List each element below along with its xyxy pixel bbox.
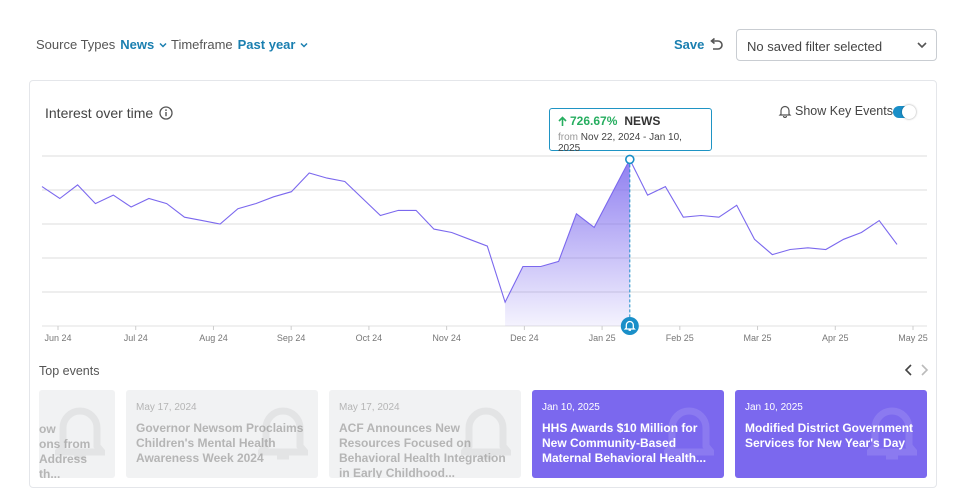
chart-tooltip: 726.67% NEWS from Nov 22, 2024 - Jan 10,… bbox=[549, 108, 712, 154]
source-types-filter[interactable]: Source Types News bbox=[36, 37, 168, 52]
bell-watermark-icon bbox=[55, 407, 105, 460]
x-tick-label: Aug 24 bbox=[199, 333, 228, 343]
arrow-up-icon bbox=[558, 115, 567, 126]
x-tick-label: Sep 24 bbox=[277, 333, 306, 343]
undo-icon[interactable] bbox=[707, 36, 725, 54]
tooltip-source: NEWS bbox=[624, 114, 661, 128]
tooltip-from-label: from bbox=[558, 132, 578, 143]
series-line bbox=[41, 158, 898, 304]
timeframe-value: Past year bbox=[237, 37, 296, 52]
saved-filter-select[interactable]: No saved filter selected bbox=[736, 29, 937, 61]
event-card[interactable]: ow ons from Address th... bbox=[39, 390, 115, 478]
panel-header: Interest over time bbox=[45, 105, 173, 121]
x-tick-label: Feb 25 bbox=[666, 333, 694, 343]
event-title: HHS Awards $10 Million for New Community… bbox=[542, 421, 707, 465]
event-title: ACF Announces New Resources Focused on B… bbox=[339, 421, 506, 478]
highlight-area bbox=[505, 159, 630, 326]
show-key-events: Show Key Events bbox=[778, 104, 893, 118]
interest-over-time-panel bbox=[29, 80, 937, 488]
event-date: Jan 10, 2025 bbox=[745, 402, 803, 413]
event-card[interactable]: May 17, 2024 ACF Announces New Resources … bbox=[329, 390, 521, 478]
source-types-value: News bbox=[120, 37, 155, 52]
event-date: May 17, 2024 bbox=[339, 402, 400, 413]
x-tick-label: May 25 bbox=[898, 333, 928, 343]
chevron-down-icon bbox=[159, 42, 167, 48]
event-title: Governor Newsom Proclaims Children's Men… bbox=[136, 421, 304, 465]
tooltip-range: Nov 22, 2024 - Jan 10, 2025 bbox=[558, 132, 682, 154]
chevron-right-icon[interactable] bbox=[918, 363, 930, 377]
x-tick-label: Apr 25 bbox=[822, 333, 849, 343]
show-key-events-label: Show Key Events bbox=[795, 104, 893, 118]
x-tick-label: Mar 25 bbox=[744, 333, 772, 343]
top-events-title: Top events bbox=[39, 364, 100, 378]
bell-watermark-icon bbox=[461, 407, 511, 460]
event-date: Jan 10, 2025 bbox=[542, 402, 600, 413]
timeframe-label: Timeframe bbox=[171, 37, 233, 52]
event-title: Modified District Government Services fo… bbox=[745, 421, 914, 450]
chevron-down-icon bbox=[917, 42, 927, 49]
panel-title: Interest over time bbox=[45, 105, 154, 121]
toggle-knob bbox=[902, 105, 916, 119]
bell-icon bbox=[778, 105, 792, 118]
key-event-bell-icon[interactable] bbox=[620, 317, 639, 335]
x-tick-label: Jan 25 bbox=[589, 333, 616, 343]
x-tick-label: Nov 24 bbox=[432, 333, 461, 343]
event-date: May 17, 2024 bbox=[136, 402, 197, 413]
bell-watermark-icon bbox=[258, 407, 308, 460]
bell-watermark-icon bbox=[664, 407, 714, 460]
chevron-left-icon[interactable] bbox=[903, 363, 915, 377]
x-tick-label: Oct 24 bbox=[356, 333, 383, 343]
event-card[interactable]: Jan 10, 2025 HHS Awards $10 Million for N… bbox=[532, 390, 724, 478]
event-card[interactable]: Jan 10, 2025 Modified District Government… bbox=[735, 390, 927, 478]
source-types-label: Source Types bbox=[36, 37, 116, 52]
tooltip-change: 726.67% bbox=[570, 114, 618, 128]
event-title: ow ons from Address th... bbox=[39, 422, 91, 478]
show-key-events-toggle[interactable] bbox=[893, 105, 916, 119]
save-button[interactable]: Save bbox=[674, 37, 705, 52]
chevron-down-icon bbox=[300, 42, 308, 48]
x-tick-label: Jun 24 bbox=[44, 333, 71, 343]
timeframe-filter[interactable]: Timeframe Past year bbox=[171, 37, 309, 52]
saved-filter-value: No saved filter selected bbox=[747, 39, 883, 54]
x-tick-label: Jul 24 bbox=[124, 333, 148, 343]
x-tick-label: Dec 24 bbox=[510, 333, 539, 343]
event-card[interactable]: May 17, 2024 Governor Newsom Proclaims Ch… bbox=[126, 390, 318, 478]
bell-watermark-icon bbox=[867, 407, 917, 460]
peak-marker[interactable] bbox=[625, 154, 635, 165]
info-icon[interactable] bbox=[159, 106, 173, 120]
